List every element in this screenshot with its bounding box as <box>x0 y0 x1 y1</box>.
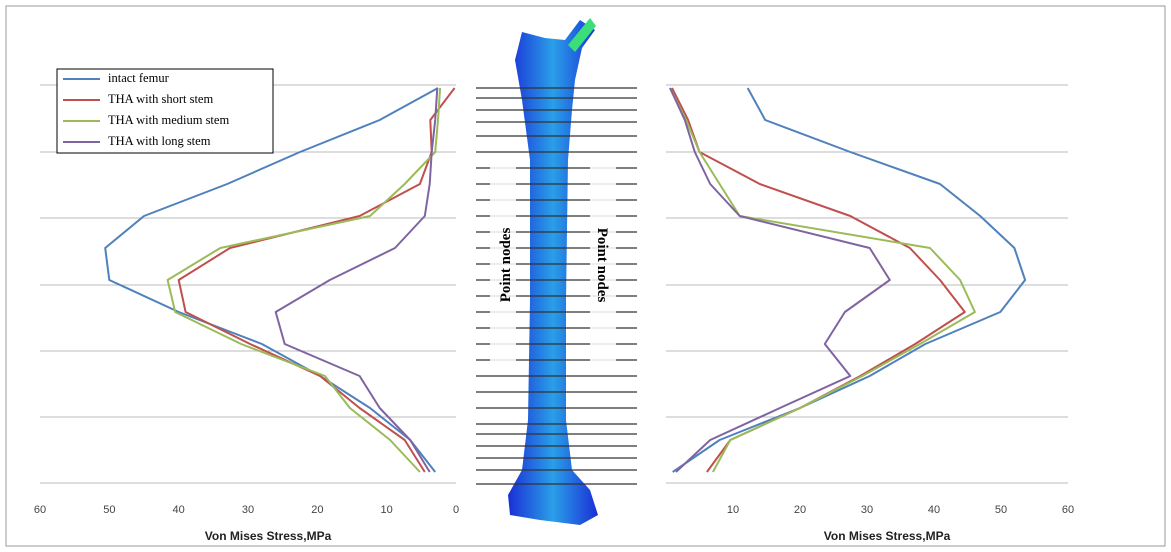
series-line <box>672 87 1027 473</box>
x-axis-label: Von Mises Stress,MPa <box>205 529 332 543</box>
x-tick-label: 40 <box>928 504 940 516</box>
series-line <box>166 87 442 473</box>
x-tick-label: 20 <box>311 504 323 516</box>
legend-label: THA with long stem <box>108 134 211 148</box>
series-line <box>104 87 439 473</box>
femur <box>476 18 637 525</box>
series-line <box>671 87 966 473</box>
legend: intact femur THA with short stem THA with … <box>56 68 274 154</box>
series-line <box>669 87 891 473</box>
legend-box <box>56 68 274 154</box>
x-tick-label: 30 <box>861 504 873 516</box>
legend-label: THA with medium stem <box>108 113 229 127</box>
x-tick-label: 30 <box>242 504 254 516</box>
series-line <box>274 87 439 473</box>
x-tick-label: 40 <box>173 504 185 516</box>
x-tick-label: 10 <box>727 504 739 516</box>
grid <box>40 84 1068 484</box>
x-tick-label: 50 <box>995 504 1007 516</box>
x-tick-label: 0 <box>453 504 459 516</box>
frame <box>5 5 1166 547</box>
legend-label: THA with short stem <box>108 92 213 106</box>
point-nodes-label: Point nodes <box>498 228 514 303</box>
series-line <box>669 87 976 473</box>
x-tick-label: 60 <box>34 504 46 516</box>
x-axis-label: Von Mises Stress,MPa <box>824 529 951 543</box>
x-tick-label: 50 <box>103 504 115 516</box>
point-nodes-label: Point nodes <box>594 228 610 303</box>
x-tick-label: 20 <box>794 504 806 516</box>
x-tick-label: 10 <box>381 504 393 516</box>
legend-label: intact femur <box>108 71 170 85</box>
x-tick-label: 60 <box>1062 504 1074 516</box>
